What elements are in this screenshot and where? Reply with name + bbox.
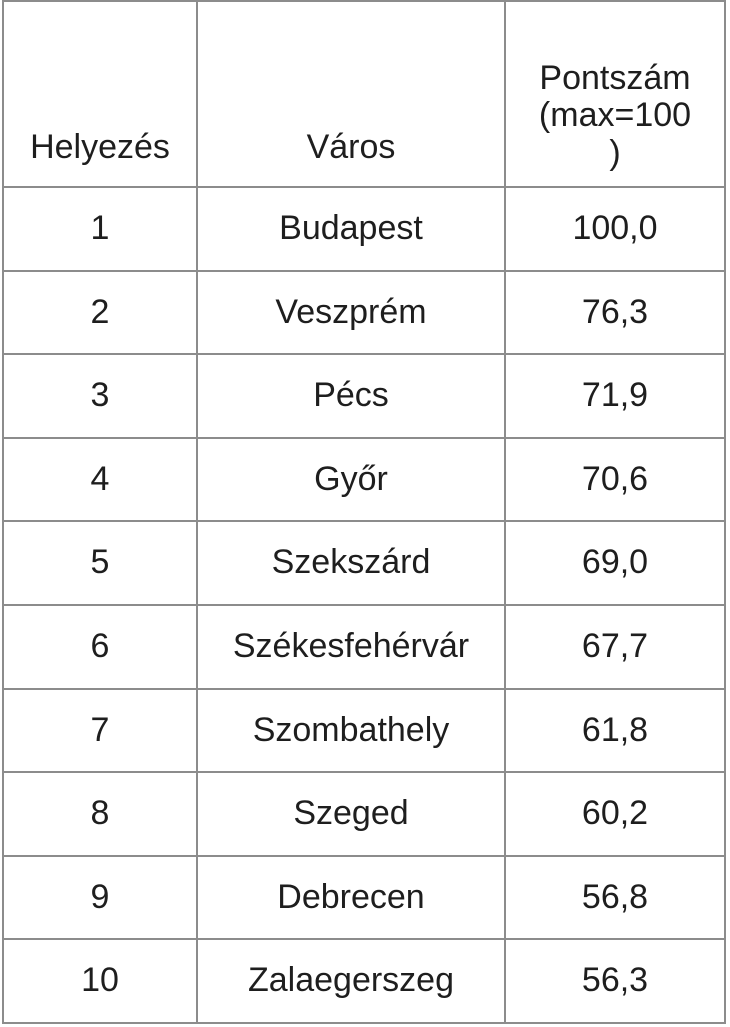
rank-cell: 6 [2,603,198,690]
city-cell: Szeged [196,771,506,857]
table-row: 1 Budapest 100,0 [2,186,726,272]
rank-cell: 9 [2,854,198,941]
table-row: 3 Pécs 71,9 [2,353,726,439]
city-cell: Debrecen [196,854,506,941]
score-cell: 61,8 [504,687,726,774]
score-cell: 71,9 [504,353,726,439]
rank-cell: 4 [2,436,198,523]
header-row: Helyezés Város Pontszám (max=100 ) [2,0,726,188]
city-cell: Győr [196,436,506,523]
header-city: Város [196,0,506,188]
score-cell: 67,7 [504,603,726,690]
table-row: 7 Szombathely 61,8 [2,687,726,774]
header-score-line-2: (max=100 [538,96,692,135]
header-score-line-1: Pontszám [539,58,691,97]
table-header: Helyezés Város Pontszám (max=100 ) [2,0,726,188]
score-cell: 60,2 [504,771,726,857]
table-row: 6 Székesfehérvár 67,7 [2,603,726,690]
score-cell: 69,0 [504,520,726,606]
table-row: 9 Debrecen 56,8 [2,854,726,941]
city-cell: Pécs [196,353,506,439]
rank-cell: 1 [2,186,198,272]
rank-cell: 5 [2,520,198,606]
rank-cell: 10 [2,938,198,1024]
city-cell: Budapest [196,186,506,272]
table-row: 4 Győr 70,6 [2,436,726,523]
table-body: 1 Budapest 100,0 2 Veszprém 76,3 3 Pécs … [2,186,726,1024]
rank-cell: 2 [2,269,198,356]
header-score-line-3: ) [609,133,621,172]
rank-cell: 7 [2,687,198,774]
rank-cell: 3 [2,353,198,439]
score-cell: 56,3 [504,938,726,1024]
score-cell: 76,3 [504,269,726,356]
score-cell: 56,8 [504,854,726,941]
header-score: Pontszám (max=100 ) [504,0,726,188]
city-cell: Veszprém [196,269,506,356]
table-row: 10 Zalaegerszeg 56,3 [2,938,726,1024]
city-cell: Szekszárd [196,520,506,606]
header-rank: Helyezés [2,0,198,188]
rank-cell: 8 [2,771,198,857]
table-row: 2 Veszprém 76,3 [2,269,726,356]
score-cell: 100,0 [504,186,726,272]
table-row: 8 Szeged 60,2 [2,771,726,857]
city-cell: Zalaegerszeg [196,938,506,1024]
city-cell: Szombathely [196,687,506,774]
city-cell: Székesfehérvár [196,603,506,690]
score-cell: 70,6 [504,436,726,523]
table-row: 5 Szekszárd 69,0 [2,520,726,606]
